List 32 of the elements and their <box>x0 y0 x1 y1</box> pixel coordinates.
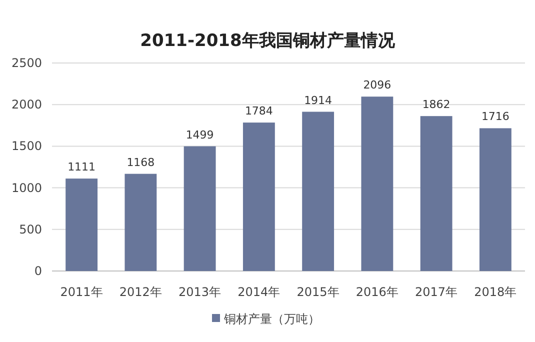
y-tick-label: 1000 <box>11 180 42 195</box>
x-tick-label: 2018年 <box>474 285 517 299</box>
data-label: 1499 <box>186 128 214 142</box>
data-label: 1914 <box>304 94 332 107</box>
data-label: 1716 <box>481 110 510 124</box>
x-tick-label: 2015年 <box>296 285 340 299</box>
data-label: 1862 <box>422 98 450 112</box>
x-tick-label: 2013年 <box>178 285 222 299</box>
bar <box>302 112 334 271</box>
bar <box>361 96 394 271</box>
x-tick-label: 2011年 <box>60 285 103 299</box>
bar <box>242 122 275 271</box>
bar <box>66 178 98 271</box>
x-tick-label: 2017年 <box>415 285 458 299</box>
bar <box>124 174 157 271</box>
bar <box>420 116 452 271</box>
bar <box>479 128 512 271</box>
data-label: 1784 <box>244 104 273 118</box>
y-tick-label: 2000 <box>11 98 42 112</box>
y-tick-label: 500 <box>19 222 42 236</box>
x-tick-label: 2016年 <box>356 285 398 299</box>
chart-title: 2011-2018年我国铜材产量情况 <box>140 31 396 51</box>
data-label: 2096 <box>363 78 392 92</box>
bar <box>184 146 216 271</box>
legend-label: 铜材产量（万吨） <box>223 312 320 326</box>
data-label: 1111 <box>68 160 96 174</box>
y-tick-label: 1500 <box>11 139 42 154</box>
y-tick-label: 2500 <box>11 56 42 70</box>
x-tick-label: 2012年 <box>119 285 162 299</box>
x-tick-label: 2014年 <box>238 285 280 299</box>
data-label: 1168 <box>126 156 155 169</box>
y-tick-label: 0 <box>34 264 42 278</box>
